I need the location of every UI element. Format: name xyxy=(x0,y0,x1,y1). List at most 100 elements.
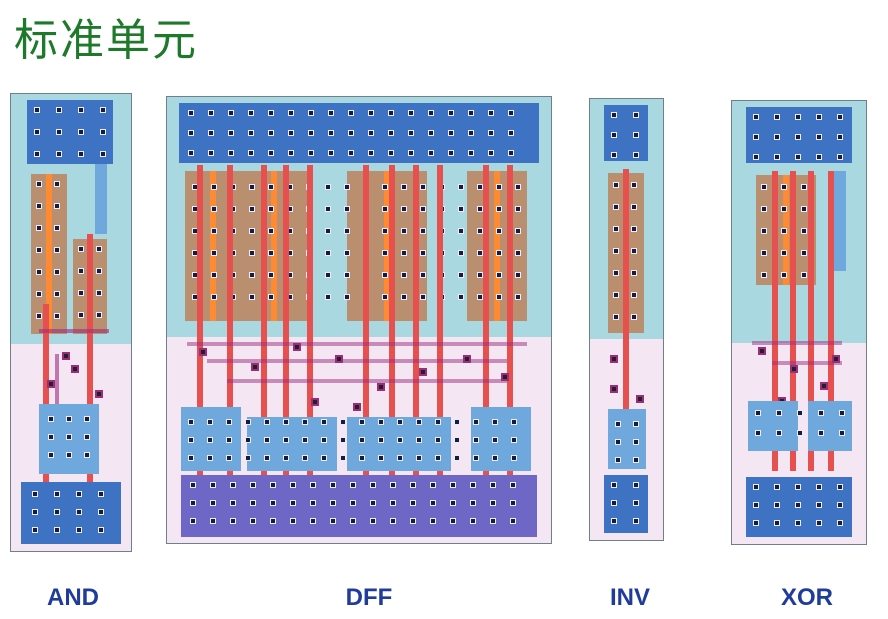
contact xyxy=(57,130,61,134)
contact xyxy=(429,111,433,115)
contact xyxy=(459,185,463,189)
contact xyxy=(212,229,216,233)
contact xyxy=(497,185,501,189)
contact xyxy=(326,273,330,277)
contact xyxy=(471,519,475,523)
contact xyxy=(802,207,806,211)
contact xyxy=(614,249,618,253)
contact xyxy=(391,483,395,487)
contact xyxy=(798,411,802,415)
contact xyxy=(449,131,453,135)
poly-gate xyxy=(261,165,267,475)
contact xyxy=(838,135,842,139)
contact xyxy=(231,501,235,505)
contact xyxy=(269,185,273,189)
contact xyxy=(209,151,213,155)
contact xyxy=(478,229,482,233)
contact xyxy=(49,417,53,421)
contact xyxy=(37,204,41,208)
contact xyxy=(478,185,482,189)
contact xyxy=(289,131,293,135)
contact xyxy=(265,420,269,424)
contact xyxy=(99,510,103,514)
contact xyxy=(817,521,821,525)
contact xyxy=(417,420,421,424)
contact xyxy=(754,521,758,525)
contact xyxy=(326,251,330,255)
pmos-diff-core xyxy=(271,171,277,321)
contact xyxy=(331,483,335,487)
via-core xyxy=(355,405,359,409)
contact xyxy=(436,456,440,460)
contact xyxy=(451,519,455,523)
contact xyxy=(345,229,349,233)
contact xyxy=(289,151,293,155)
contact xyxy=(421,251,425,255)
contact xyxy=(55,292,59,296)
contact xyxy=(291,483,295,487)
contact xyxy=(341,420,345,424)
contact xyxy=(369,111,373,115)
and-cell-layout xyxy=(10,93,132,552)
contact xyxy=(511,501,515,505)
contact xyxy=(193,273,197,277)
nmos-diff xyxy=(808,401,852,451)
contact xyxy=(284,456,288,460)
contact xyxy=(612,153,616,157)
contact xyxy=(632,271,636,275)
contact xyxy=(817,485,821,489)
contact xyxy=(411,483,415,487)
contact xyxy=(436,420,440,424)
contact xyxy=(231,519,235,523)
metal2-route xyxy=(772,361,842,365)
contact xyxy=(311,501,315,505)
contact xyxy=(516,251,520,255)
contact xyxy=(616,440,620,444)
contact xyxy=(309,151,313,155)
contact xyxy=(329,151,333,155)
via-core xyxy=(465,357,469,361)
contact xyxy=(369,131,373,135)
poly-gate xyxy=(197,165,203,475)
contact xyxy=(349,151,353,155)
contact xyxy=(429,151,433,155)
contact xyxy=(474,438,478,442)
via-core xyxy=(612,387,616,391)
contact xyxy=(208,420,212,424)
contact xyxy=(77,510,81,514)
contact xyxy=(189,420,193,424)
contact xyxy=(229,111,233,115)
contact xyxy=(459,295,463,299)
contact xyxy=(67,435,71,439)
via-core xyxy=(295,345,299,349)
contact xyxy=(509,111,513,115)
dff-label: DFF xyxy=(345,584,393,611)
contact xyxy=(634,519,638,523)
contact xyxy=(191,519,195,523)
contact xyxy=(191,483,195,487)
contact xyxy=(417,456,421,460)
contact xyxy=(101,108,105,112)
contact xyxy=(383,273,387,277)
contact xyxy=(429,131,433,135)
contact xyxy=(284,420,288,424)
poly-gate xyxy=(790,171,796,471)
contact xyxy=(97,313,101,317)
contact xyxy=(614,227,618,231)
contact xyxy=(762,229,766,233)
contact xyxy=(97,269,101,273)
contact xyxy=(421,185,425,189)
contact xyxy=(284,438,288,442)
contact xyxy=(762,207,766,211)
poly-gate xyxy=(389,165,395,475)
contact xyxy=(614,293,618,297)
contact xyxy=(360,456,364,460)
contact xyxy=(322,456,326,460)
contact xyxy=(288,207,292,211)
contact xyxy=(251,501,255,505)
contact xyxy=(409,131,413,135)
contact xyxy=(796,503,800,507)
contact xyxy=(474,420,478,424)
contact xyxy=(101,152,105,156)
contact xyxy=(303,438,307,442)
